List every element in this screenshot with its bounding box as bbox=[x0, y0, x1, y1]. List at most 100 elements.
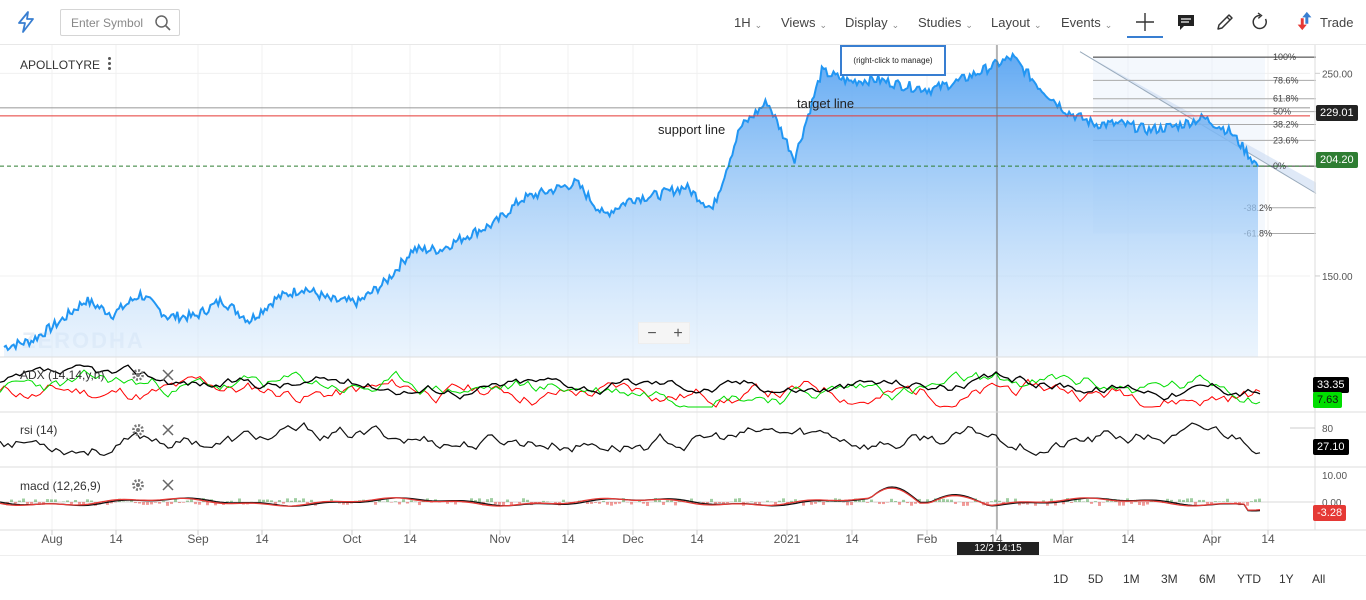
gear-icon[interactable] bbox=[131, 423, 145, 437]
range-3m[interactable]: 3M bbox=[1161, 572, 1178, 586]
current-price-tag: 204.20 bbox=[1316, 152, 1358, 168]
macd-histogram-bar bbox=[226, 501, 229, 502]
reset-icon[interactable] bbox=[1249, 11, 1271, 33]
macd-histogram-bar bbox=[1086, 499, 1089, 502]
data-point bbox=[166, 315, 169, 318]
lightning-logo-icon[interactable] bbox=[14, 10, 38, 34]
range-1y[interactable]: 1Y bbox=[1279, 572, 1294, 586]
macd-histogram-bar bbox=[598, 502, 601, 504]
data-point bbox=[57, 321, 60, 324]
macd-histogram-bar bbox=[274, 502, 277, 506]
zoom-in-button[interactable]: + bbox=[673, 325, 683, 342]
macd-histogram-bar bbox=[950, 499, 953, 502]
macd-histogram-bar bbox=[906, 502, 909, 504]
macd-histogram-bar bbox=[166, 502, 169, 506]
range-6m[interactable]: 6M bbox=[1199, 572, 1216, 586]
rsi-study-label[interactable]: rsi (14) bbox=[20, 423, 58, 437]
chart-canvas[interactable]: ZERODHA 100%78.6%61.8%50%38.2%23.6%0%-38… bbox=[0, 45, 1366, 555]
search-input[interactable] bbox=[61, 10, 153, 35]
macd-histogram-bar bbox=[18, 500, 21, 502]
close-icon[interactable] bbox=[161, 478, 175, 492]
menu-views[interactable]: Views ⌄ bbox=[781, 15, 827, 30]
macd-histogram-bar bbox=[638, 500, 641, 502]
menu-studies[interactable]: Studies ⌄ bbox=[918, 15, 973, 30]
macd-histogram-bar bbox=[1190, 498, 1193, 502]
data-point bbox=[493, 222, 496, 225]
macd-histogram-bar bbox=[214, 502, 217, 506]
macd-histogram-bar bbox=[942, 498, 945, 502]
macd-histogram-bar bbox=[262, 499, 265, 502]
gear-icon[interactable] bbox=[131, 368, 145, 382]
macd-histogram-bar bbox=[446, 502, 449, 504]
macd-histogram-bar bbox=[122, 501, 125, 502]
horizontal-lines[interactable]: target line support line bbox=[0, 45, 1310, 530]
macd-histogram-bar bbox=[1246, 502, 1249, 506]
close-icon[interactable] bbox=[161, 368, 175, 382]
macd-value-tag: -3.28 bbox=[1313, 505, 1347, 521]
adx-study-label[interactable]: ADX (14,14,y,n) bbox=[20, 368, 105, 382]
macd-histogram-bar bbox=[1006, 498, 1009, 502]
macd-histogram-bar bbox=[782, 498, 785, 502]
menu-interval[interactable]: 1H ⌄ bbox=[734, 15, 762, 30]
macd-histogram-bar bbox=[310, 499, 313, 502]
active-tool-indicator bbox=[1127, 36, 1163, 38]
macd-histogram-bar bbox=[1118, 502, 1121, 506]
macd-histogram-bar bbox=[1018, 502, 1021, 506]
macd-study-label[interactable]: macd (12,26,9) bbox=[20, 479, 101, 493]
symbol-search[interactable] bbox=[60, 9, 180, 36]
trade-arrows-icon[interactable] bbox=[1294, 10, 1316, 32]
gear-icon[interactable] bbox=[131, 478, 145, 492]
range-5d[interactable]: 5D bbox=[1088, 572, 1104, 586]
macd-histogram-bar bbox=[82, 502, 85, 505]
macd-histogram-bar bbox=[670, 500, 673, 502]
zoom-out-button[interactable]: − bbox=[647, 325, 657, 342]
macd-histogram-bar bbox=[130, 499, 133, 502]
range-all[interactable]: All bbox=[1312, 572, 1326, 586]
indicator-panes: 80 10.00 0.00 bbox=[0, 356, 1366, 531]
macd-histogram-bar bbox=[302, 498, 305, 502]
macd-histogram-bar bbox=[794, 499, 797, 502]
macd-histogram-bar bbox=[738, 498, 741, 502]
chevron-down-icon: ⌄ bbox=[819, 20, 827, 30]
data-point bbox=[439, 248, 442, 251]
more-options-icon[interactable] bbox=[105, 56, 113, 72]
macd-histogram-bar bbox=[946, 499, 949, 502]
crosshair-icon[interactable] bbox=[1134, 11, 1156, 33]
macd-histogram-bar bbox=[966, 502, 969, 506]
macd-histogram-bar bbox=[1014, 498, 1017, 502]
close-icon[interactable] bbox=[161, 423, 175, 437]
macd-histogram-bar bbox=[870, 499, 873, 502]
macd-histogram-bar bbox=[26, 502, 29, 506]
rsi-value-tag: 27.10 bbox=[1313, 439, 1349, 455]
macd-histogram-bar bbox=[410, 500, 413, 502]
trade-button[interactable]: Trade bbox=[1320, 15, 1354, 30]
range-ytd[interactable]: YTD bbox=[1237, 572, 1261, 586]
search-icon[interactable] bbox=[154, 14, 172, 32]
menu-display[interactable]: Display ⌄ bbox=[845, 15, 899, 30]
data-point bbox=[793, 157, 796, 160]
data-point bbox=[521, 197, 524, 200]
comment-icon[interactable] bbox=[1175, 11, 1197, 33]
menu-events[interactable]: Events ⌄ bbox=[1061, 15, 1112, 30]
macd-histogram-bar bbox=[594, 502, 597, 503]
macd-histogram-bar bbox=[1170, 499, 1173, 502]
macd-histogram-bar bbox=[850, 502, 853, 506]
range-1d[interactable]: 1D bbox=[1053, 572, 1069, 586]
range-1m[interactable]: 1M bbox=[1123, 572, 1140, 586]
menu-layout[interactable]: Layout ⌄ bbox=[991, 15, 1042, 30]
macd-histogram-bar bbox=[162, 501, 165, 502]
macd-histogram-bar bbox=[522, 498, 525, 502]
data-point bbox=[957, 80, 960, 83]
macd-histogram-bar bbox=[150, 502, 153, 505]
data-point bbox=[112, 313, 115, 316]
fib-level-label: 100% bbox=[1273, 52, 1296, 62]
macd-histogram-bar bbox=[1042, 500, 1045, 502]
pencil-icon[interactable] bbox=[1214, 11, 1236, 33]
macd-histogram-bar bbox=[814, 502, 817, 504]
toolbar: 1H⌄ Views⌄ Display⌄ Studies⌄ Layout⌄ Eve… bbox=[0, 0, 1366, 45]
data-point bbox=[139, 293, 142, 296]
symbol-title[interactable]: APOLLOTYRE bbox=[20, 58, 101, 72]
macd-histogram-bar bbox=[1226, 498, 1229, 502]
macd-histogram-bar bbox=[1026, 502, 1029, 505]
x-tick-label: Oct bbox=[343, 532, 362, 546]
